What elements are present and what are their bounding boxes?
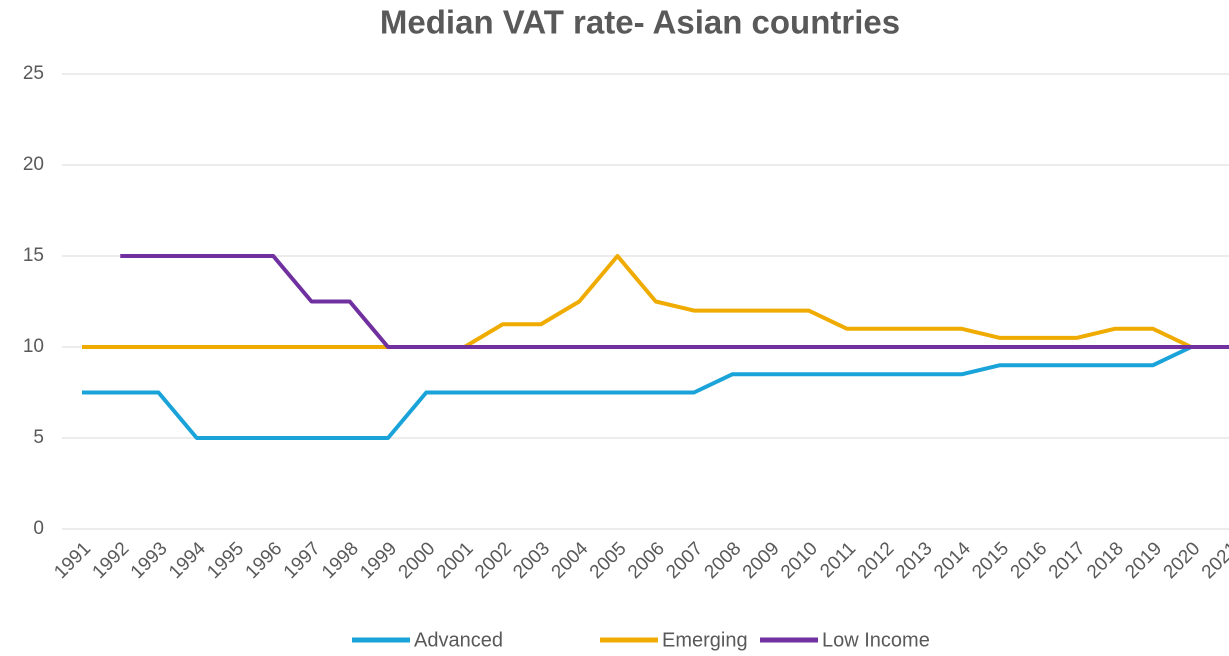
x-tick-label: 2000 (395, 538, 440, 583)
legend-label: Low Income (822, 629, 930, 651)
y-tick-label: 0 (33, 518, 44, 539)
series-line (120, 254, 1229, 349)
x-tick-label: 1996 (242, 538, 287, 583)
x-tick-label: 2007 (662, 538, 707, 583)
x-tick-label: 2020 (1160, 538, 1205, 583)
x-tick-label: 2021 (1198, 538, 1229, 583)
x-tick-label: 2003 (509, 538, 554, 583)
x-tick-label: 1998 (318, 538, 363, 583)
y-tick-label: 10 (23, 336, 44, 357)
x-tick-label: 2018 (1083, 538, 1128, 583)
x-tick-label: 2017 (1045, 538, 1090, 583)
x-tick-label: 2006 (624, 538, 669, 583)
y-tick-label: 20 (23, 154, 44, 175)
x-tick-label: 1991 (50, 538, 95, 583)
y-tick-label: 5 (33, 427, 44, 448)
x-tick-label: 2004 (548, 538, 593, 583)
x-tick-label: 2014 (930, 538, 975, 583)
x-tick-label: 2008 (701, 538, 746, 583)
x-tick-label: 1992 (89, 538, 134, 583)
x-tick-label: 2013 (892, 538, 937, 583)
x-tick-label: 2001 (433, 538, 478, 583)
x-tick-label: 2009 (739, 538, 784, 583)
chart-title: Median VAT rate- Asian countries (380, 4, 900, 41)
x-tick-label: 2002 (471, 538, 516, 583)
x-tick-label: 1993 (127, 538, 172, 583)
x-tick-label: 2015 (968, 538, 1013, 583)
legend-label: Emerging (662, 629, 748, 651)
x-tick-label: 1994 (165, 538, 210, 583)
series-line (82, 345, 1229, 440)
x-tick-label: 1995 (203, 538, 248, 583)
x-tick-label: 2016 (1007, 538, 1052, 583)
y-tick-label: 15 (23, 245, 44, 266)
y-tick-label: 25 (23, 63, 44, 84)
x-tick-label: 2012 (854, 538, 899, 583)
x-tick-label: 2005 (586, 538, 631, 583)
x-tick-label: 2011 (816, 538, 860, 582)
legend-label: Advanced (414, 629, 503, 651)
x-tick-label: 2010 (777, 538, 822, 583)
x-tick-label: 1999 (356, 538, 401, 583)
x-tick-label: 1997 (280, 538, 325, 583)
x-tick-label: 2019 (1121, 538, 1166, 583)
series-line (82, 254, 1229, 349)
